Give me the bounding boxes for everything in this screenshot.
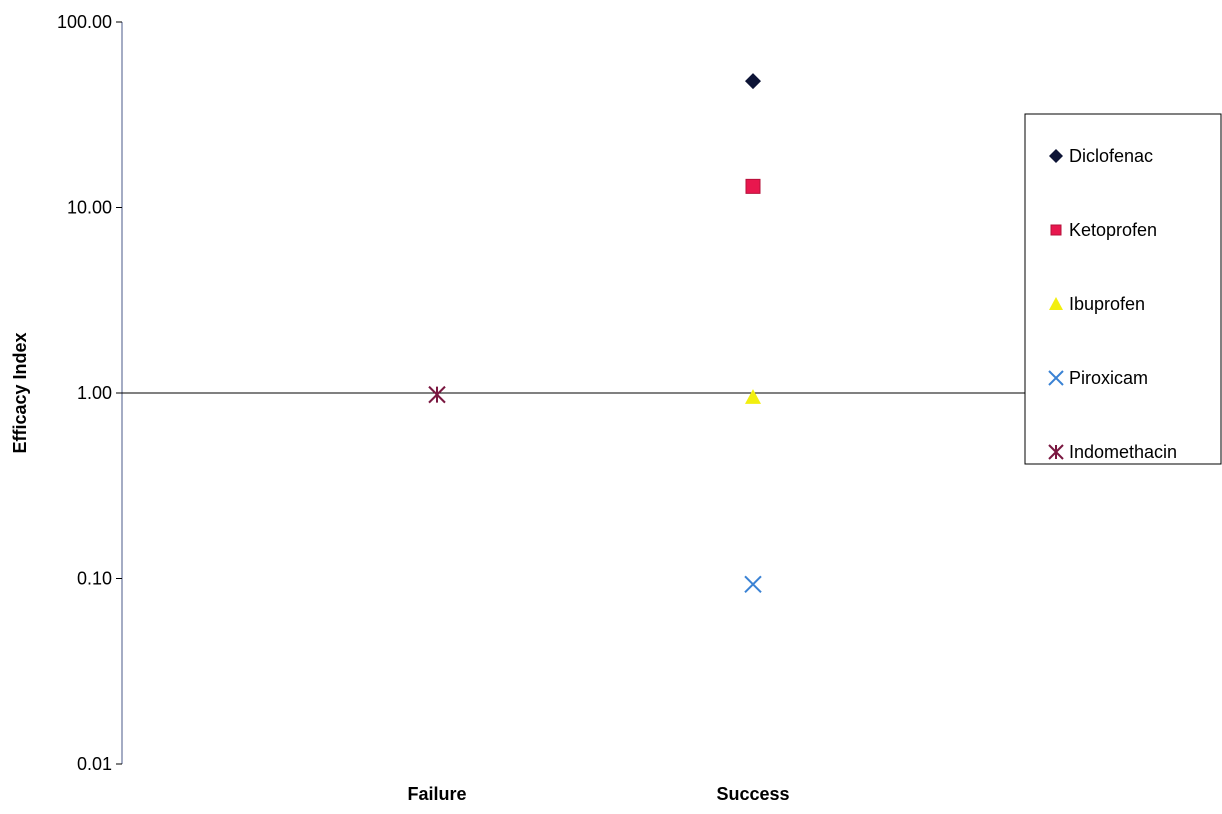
legend: Diclofenac Ketoprofen Ibuprofen Piroxicam In… [1024,113,1222,465]
data-point-ibuprofen [745,389,761,404]
legend-label: Piroxicam [1069,368,1148,388]
legend-label: Indomethacin [1069,442,1177,462]
legend-marker-ketoprofen [1050,224,1062,236]
y-axis-ticks: 100.00 10.00 1.00 0.10 0.01 [57,12,122,774]
data-points [428,73,762,594]
y-tick-label: 1.00 [77,383,112,403]
x-category-label: Success [716,784,789,804]
data-point-indomethacin [428,385,446,404]
legend-box [1024,113,1222,465]
x-category-label: Failure [407,784,466,804]
y-axis-title: Efficacy Index [10,332,30,453]
x-axis-categories: Failure Success [407,784,789,804]
legend-marker-ibuprofen [1049,297,1063,310]
legend-label: Diclofenac [1069,146,1153,166]
legend-label: Ibuprofen [1069,294,1145,314]
legend-marker-indomethacin [1048,444,1064,460]
data-point-diclofenac [745,73,761,90]
data-point-piroxicam [744,575,762,594]
legend-marker-piroxicam [1048,370,1064,386]
legend-marker-diclofenac [1049,149,1063,163]
y-tick-label: 100.00 [57,12,112,32]
axes [121,22,1025,764]
legend-label: Ketoprofen [1069,220,1157,240]
data-point-ketoprofen [745,178,761,194]
y-tick-label: 0.01 [77,754,112,774]
y-tick-label: 10.00 [67,198,112,218]
y-tick-label: 0.10 [77,569,112,589]
